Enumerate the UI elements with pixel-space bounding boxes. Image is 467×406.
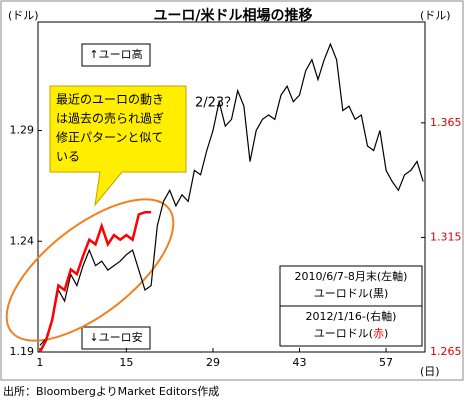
chart-title: ユーロ/米ドル相場の推移 — [153, 7, 312, 24]
legend-part: ) — [384, 327, 388, 340]
x-tick-label: 29 — [206, 356, 220, 369]
x-tick-label: 57 — [379, 356, 393, 369]
legend-label: ユーロドル(黒) — [314, 287, 389, 300]
callout — [49, 85, 187, 207]
legend-box — [279, 265, 423, 307]
series-line — [39, 42, 424, 346]
legend-box — [279, 305, 423, 347]
annotation: ↑ユーロ高 — [89, 47, 142, 61]
annotation: 2/23？ — [195, 96, 237, 111]
callout-text: いる — [56, 150, 80, 164]
source: 出所：BloombergよりMarket Editors作成 — [3, 384, 219, 398]
plot-area — [37, 21, 426, 353]
y2-tick-label: 1.365 — [430, 116, 462, 129]
legend-part: ユーロドル( — [314, 327, 373, 340]
series-line — [38, 210, 152, 353]
legend-name: 2010/6/7-8月末(左軸) — [295, 269, 408, 283]
callout-text: 最近のユーロの動き — [56, 93, 164, 107]
callout-text: 修正パターンと似て — [56, 130, 163, 145]
x-unit: (日) — [420, 365, 440, 378]
annotation: ↓ユーロ安 — [89, 330, 142, 344]
legend-part: 赤 — [373, 327, 384, 340]
y2-tick-label: 1.265 — [430, 345, 462, 358]
x-tick-label: 43 — [293, 356, 307, 369]
legend-part: ユーロドル( — [314, 287, 373, 300]
x-tick-label: 1 — [36, 356, 43, 369]
annotation-box — [81, 43, 151, 67]
highlight-ellipse — [5, 198, 175, 342]
x-tick-label: 15 — [119, 356, 133, 369]
y2-tick-label: 1.315 — [430, 230, 462, 243]
legend-part: ) — [384, 287, 388, 300]
legend-name: 2012/1/16-(右軸) — [306, 309, 397, 323]
y-tick-label: 1.29 — [10, 124, 35, 137]
legend-part: 黒 — [373, 287, 384, 300]
y2-unit: (ドル) — [420, 9, 451, 22]
y-unit: (ドル) — [8, 9, 39, 22]
y-tick-label: 1.24 — [10, 234, 35, 247]
callout-text: は過去の売られ過ぎ — [56, 111, 164, 126]
legend-label: ユーロドル(赤) — [314, 327, 389, 340]
y-tick-label: 1.19 — [10, 345, 35, 358]
annotation-box — [81, 326, 151, 350]
